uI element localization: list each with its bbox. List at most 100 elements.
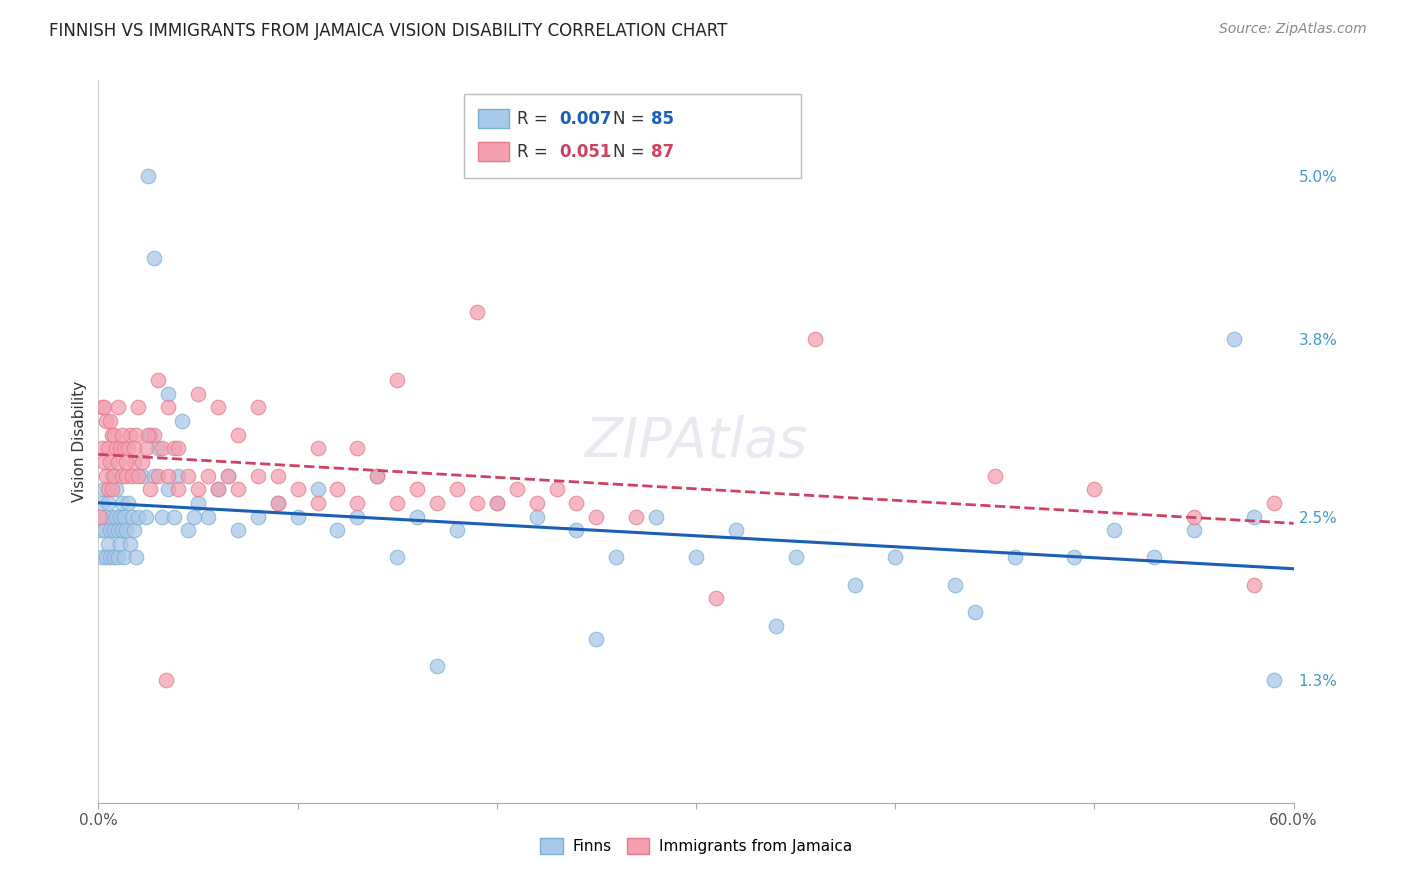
Point — [111, 523, 134, 537]
Point — [526, 509, 548, 524]
Legend: Finns, Immigrants from Jamaica: Finns, Immigrants from Jamaica — [534, 832, 858, 860]
Point — [115, 468, 138, 483]
Point — [217, 468, 239, 483]
Point — [187, 387, 209, 401]
Point — [546, 482, 568, 496]
Point — [139, 482, 162, 496]
Point — [157, 468, 180, 483]
Point — [177, 523, 200, 537]
Point — [103, 550, 125, 565]
Point — [101, 427, 124, 442]
Point — [121, 509, 143, 524]
Point — [124, 523, 146, 537]
Point — [98, 550, 122, 565]
Point — [785, 550, 807, 565]
Point — [167, 442, 190, 456]
Point — [98, 455, 122, 469]
Point — [267, 496, 290, 510]
Point — [1083, 482, 1105, 496]
Point — [111, 496, 134, 510]
Point — [115, 455, 138, 469]
Point — [143, 468, 166, 483]
Point — [506, 482, 529, 496]
Point — [98, 523, 122, 537]
Point — [121, 468, 143, 483]
Point — [287, 482, 309, 496]
Y-axis label: Vision Disability: Vision Disability — [72, 381, 87, 502]
Text: Source: ZipAtlas.com: Source: ZipAtlas.com — [1219, 22, 1367, 37]
Point — [97, 482, 120, 496]
Point — [485, 496, 508, 510]
Text: 0.007: 0.007 — [560, 110, 612, 128]
Point — [984, 468, 1007, 483]
Point — [93, 455, 115, 469]
Point — [163, 442, 186, 456]
Point — [117, 496, 139, 510]
Point — [124, 442, 146, 456]
Point — [197, 468, 219, 483]
Text: R =: R = — [517, 110, 554, 128]
Point — [217, 468, 239, 483]
Point — [207, 482, 229, 496]
Point — [963, 605, 986, 619]
Point — [120, 537, 142, 551]
Point — [1263, 496, 1285, 510]
Point — [465, 496, 488, 510]
Point — [157, 387, 180, 401]
Point — [246, 468, 269, 483]
Point — [246, 509, 269, 524]
Point — [565, 523, 588, 537]
Point — [385, 550, 409, 565]
Point — [346, 509, 368, 524]
Point — [326, 523, 349, 537]
Point — [226, 427, 249, 442]
Point — [157, 482, 180, 496]
Point — [111, 468, 134, 483]
Point — [765, 618, 787, 632]
Point — [98, 414, 122, 428]
Point — [1182, 523, 1205, 537]
Point — [207, 482, 229, 496]
Point — [177, 468, 200, 483]
Point — [110, 442, 132, 456]
Point — [112, 550, 135, 565]
Point — [366, 468, 388, 483]
Point — [385, 373, 409, 387]
Point — [91, 401, 114, 415]
Point — [267, 468, 290, 483]
Point — [326, 482, 349, 496]
Point — [645, 509, 668, 524]
Point — [187, 482, 209, 496]
Point — [91, 496, 114, 510]
Text: N =: N = — [613, 110, 650, 128]
Point — [127, 468, 149, 483]
Point — [605, 550, 627, 565]
Point — [101, 482, 124, 496]
Point — [105, 482, 128, 496]
Point — [107, 401, 129, 415]
Point — [844, 577, 866, 591]
Point — [1223, 332, 1246, 346]
Point — [585, 509, 607, 524]
Point — [226, 482, 249, 496]
Point — [89, 509, 111, 524]
Point — [1263, 673, 1285, 687]
Point — [148, 373, 170, 387]
Point — [307, 496, 329, 510]
Point — [183, 509, 205, 524]
Point — [124, 455, 146, 469]
Point — [385, 496, 409, 510]
Point — [96, 414, 118, 428]
Point — [1004, 550, 1026, 565]
Point — [148, 442, 170, 456]
Point — [724, 523, 747, 537]
Point — [131, 455, 153, 469]
Point — [307, 442, 329, 456]
Point — [157, 401, 180, 415]
Point — [93, 482, 115, 496]
Point — [150, 442, 173, 456]
Point — [112, 442, 135, 456]
Point — [93, 401, 115, 415]
Point — [406, 509, 429, 524]
Point — [103, 523, 125, 537]
